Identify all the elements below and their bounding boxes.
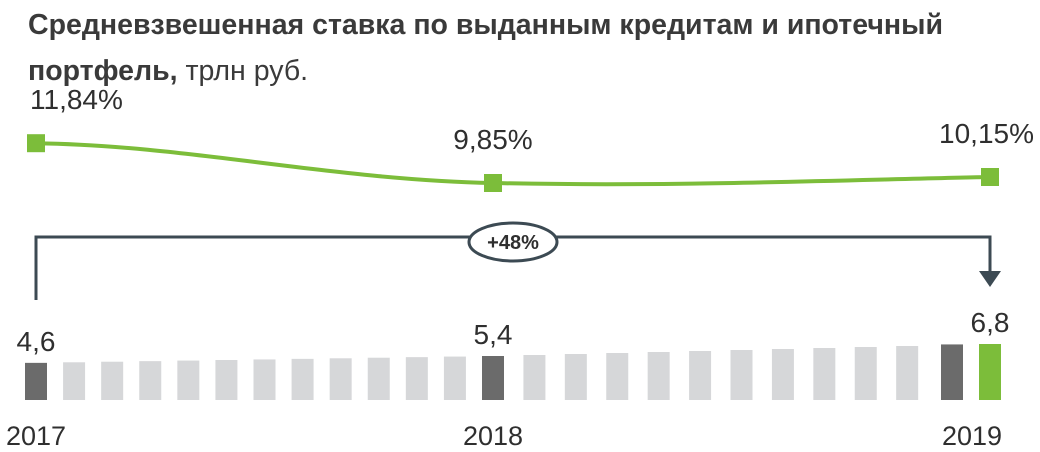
portfolio-bars-layer: 4,6 5,4 6,8 2017 2018 2019 bbox=[6, 307, 1010, 451]
rate-point-2019 bbox=[981, 168, 999, 186]
growth-label: +48% bbox=[487, 232, 539, 254]
month-bar bbox=[854, 347, 877, 400]
year-bar-2019 bbox=[979, 344, 1001, 400]
month-bar bbox=[367, 357, 390, 400]
rate-label-2019: 10,15% bbox=[939, 118, 1034, 149]
month-bar bbox=[291, 358, 314, 400]
rate-line-layer: 11,84% 9,85% 10,15% bbox=[27, 84, 1034, 192]
month-bar bbox=[405, 357, 428, 400]
month-bar bbox=[564, 354, 587, 400]
portfolio-value-2019: 6,8 bbox=[971, 307, 1010, 338]
growth-badge bbox=[467, 221, 559, 263]
year-bar-2017 bbox=[25, 362, 47, 400]
month-bar bbox=[813, 348, 836, 400]
month-bar bbox=[139, 361, 162, 400]
year-bar-2018 bbox=[482, 356, 504, 400]
month-bar bbox=[253, 359, 276, 400]
month-bar bbox=[443, 356, 466, 400]
growth-arrowhead bbox=[979, 271, 1001, 287]
month-bar bbox=[606, 353, 629, 400]
portfolio-value-2018: 5,4 bbox=[474, 319, 513, 350]
month-bar bbox=[177, 360, 200, 400]
month-bar bbox=[689, 351, 712, 400]
rate-label-2018: 9,85% bbox=[453, 124, 532, 155]
month-bar bbox=[896, 346, 919, 400]
month-bar bbox=[215, 360, 238, 400]
chart-title-unit: трлн руб. bbox=[185, 55, 309, 87]
portfolio-value-2017: 4,6 bbox=[17, 326, 56, 357]
month-bar bbox=[647, 352, 670, 400]
month-bar-dark bbox=[941, 344, 963, 400]
month-bar bbox=[329, 358, 352, 400]
chart-title: Средневзвешенная ставка по выданным кред… bbox=[28, 2, 1028, 94]
year-label-2018: 2018 bbox=[463, 421, 523, 451]
month-bar bbox=[730, 350, 753, 400]
chart-title-main: Средневзвешенная ставка по выданным кред… bbox=[28, 9, 943, 87]
rate-point-2018 bbox=[484, 174, 502, 192]
rate-point-2017 bbox=[27, 134, 45, 153]
month-bar bbox=[101, 361, 124, 400]
month-bar bbox=[63, 362, 86, 400]
rate-label-2017: 11,84% bbox=[30, 84, 123, 115]
year-label-2017: 2017 bbox=[6, 421, 66, 451]
month-bar bbox=[771, 349, 794, 400]
year-label-2019: 2019 bbox=[942, 421, 1002, 451]
growth-connector: +48% bbox=[34, 221, 1001, 300]
month-bar bbox=[523, 355, 546, 400]
